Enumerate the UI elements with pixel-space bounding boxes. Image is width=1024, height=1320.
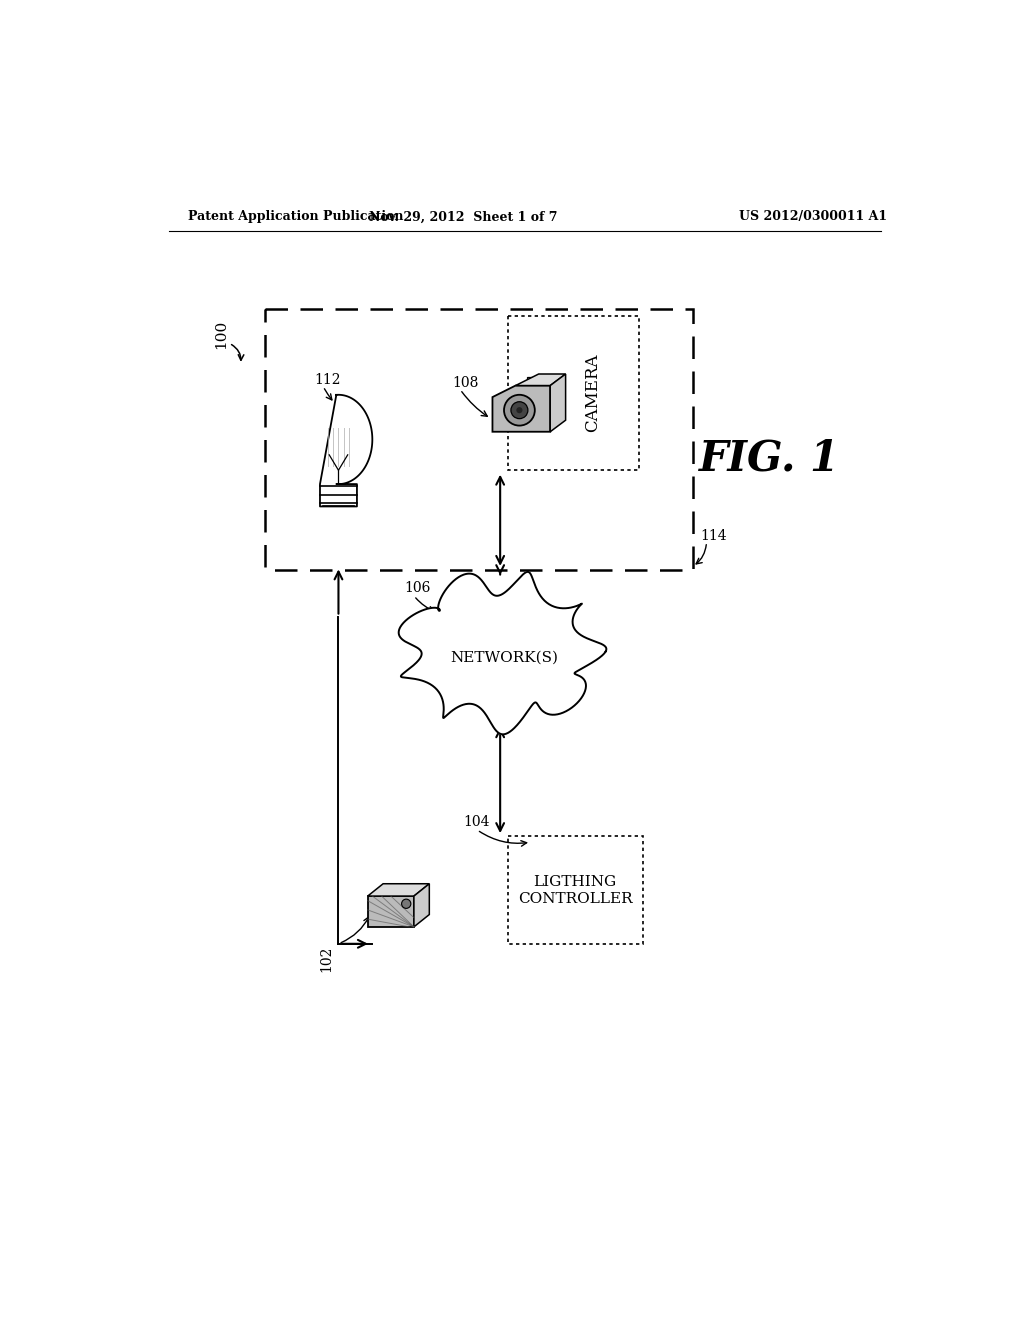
Bar <box>265 309 692 570</box>
Circle shape <box>516 407 522 413</box>
Polygon shape <box>368 896 414 927</box>
Polygon shape <box>319 395 373 507</box>
Bar <box>508 836 643 944</box>
Text: CONTROLLER: CONTROLLER <box>518 892 633 906</box>
Text: 114: 114 <box>700 529 727 543</box>
Text: 102: 102 <box>319 946 333 973</box>
Bar <box>527 378 541 387</box>
Circle shape <box>511 401 528 418</box>
Text: NETWORK(S): NETWORK(S) <box>450 651 558 664</box>
Text: 112: 112 <box>313 374 340 387</box>
Circle shape <box>401 899 411 908</box>
Text: 104: 104 <box>463 816 489 829</box>
Text: 100: 100 <box>214 319 228 348</box>
Text: Nov. 29, 2012  Sheet 1 of 7: Nov. 29, 2012 Sheet 1 of 7 <box>369 210 557 223</box>
Polygon shape <box>493 385 550 432</box>
Polygon shape <box>550 374 565 432</box>
Circle shape <box>504 395 535 425</box>
Text: 106: 106 <box>403 581 430 595</box>
Polygon shape <box>414 884 429 927</box>
Text: LIGTHING: LIGTHING <box>534 875 616 890</box>
Text: Patent Application Publication: Patent Application Publication <box>188 210 403 223</box>
Text: CAMERA: CAMERA <box>585 354 601 433</box>
Polygon shape <box>398 572 606 734</box>
Polygon shape <box>515 374 565 385</box>
Text: US 2012/0300011 A1: US 2012/0300011 A1 <box>739 210 887 223</box>
Polygon shape <box>368 884 429 896</box>
Bar <box>508 317 639 470</box>
Text: 108: 108 <box>453 376 479 391</box>
Text: FIG. 1: FIG. 1 <box>698 438 840 479</box>
